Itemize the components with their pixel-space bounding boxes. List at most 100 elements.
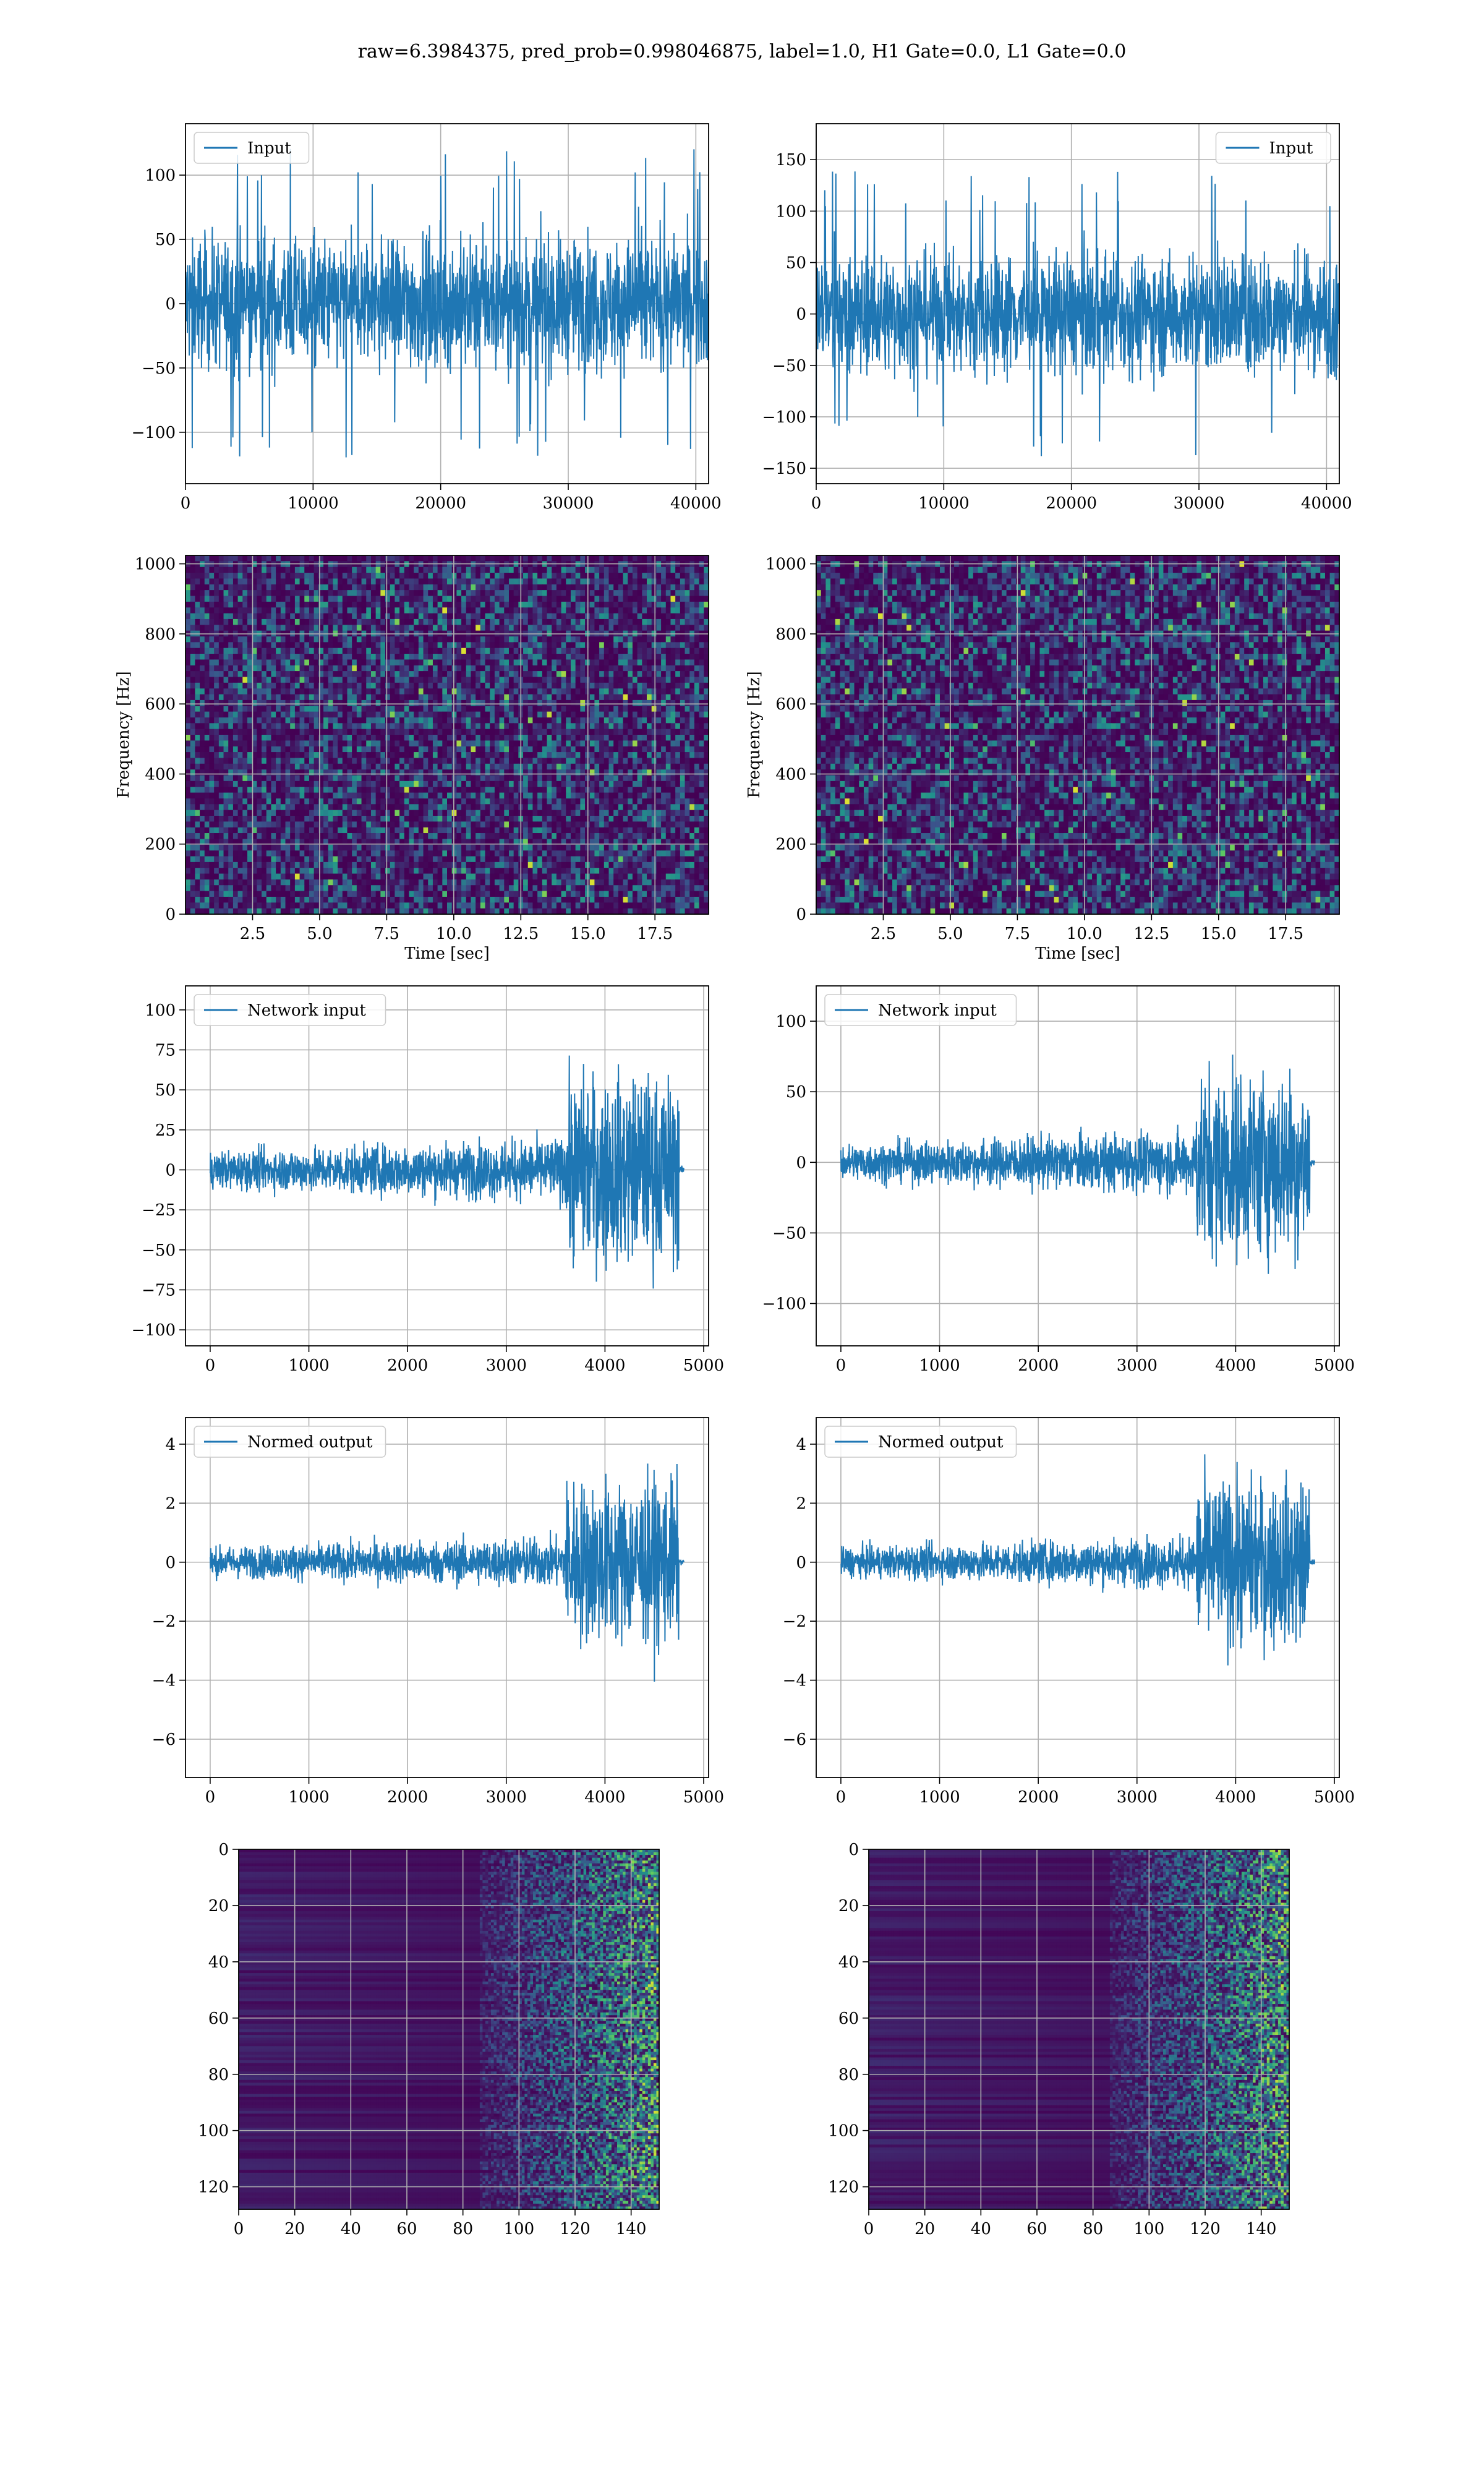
heatmap-cell [333,717,338,724]
heatmap-cell [237,735,243,741]
heatmap-cell [547,723,552,730]
heatmap-cell [656,746,662,753]
heatmap-cell [271,625,276,631]
heatmap-cell [647,590,652,597]
heatmap-cell [608,613,614,620]
heatmap-cell [285,688,291,695]
heatmap-cell [527,694,534,701]
heatmap-cell [218,567,224,573]
heatmap-cell [466,659,472,666]
heatmap-cell [304,758,310,764]
heatmap-cell [228,590,234,597]
heatmap-cell [323,648,329,654]
heatmap-cell [366,792,372,799]
heatmap-cell [570,711,576,718]
heatmap-cell [684,723,690,730]
heatmap-cell [642,596,647,602]
heatmap-cell [276,659,281,666]
heatmap-cell [542,735,548,741]
heatmap-cell [623,763,628,770]
heatmap-cell [409,706,414,713]
heatmap-cell [204,746,210,753]
heatmap-cell [347,804,352,811]
heatmap-cell [318,682,324,689]
heatmap-cell [318,735,324,741]
heatmap-cell [232,723,239,730]
heatmap-cell [294,792,301,799]
heatmap-cell [276,763,281,770]
heatmap-cell [699,792,704,799]
heatmap-cell [532,642,538,649]
heatmap-cell [537,613,543,620]
heatmap-cell [689,694,695,701]
heatmap-cell [299,555,305,562]
heatmap-cell [190,769,195,776]
heatmap-cell [594,567,600,573]
heatmap-cell [242,792,248,799]
heatmap-cell [195,717,200,724]
heatmap-cell [418,694,424,701]
heatmap-cell [656,596,662,602]
heatmap-cell [618,787,624,794]
heatmap-cell [651,607,657,614]
heatmap-cell [361,700,367,706]
heatmap-cell [200,607,205,614]
heatmap-cell [451,665,457,672]
heatmap-cell [432,613,438,620]
heatmap-cell [437,740,443,747]
heatmap-cell [523,625,529,631]
heatmap-cell [575,804,581,811]
heatmap-cell [537,781,543,787]
heatmap-cell [651,706,657,713]
heatmap-cell [561,775,566,782]
heatmap-cell [214,601,220,608]
heatmap-cell [537,555,543,562]
heatmap-cell [475,758,481,764]
heatmap-cell [280,798,286,805]
heatmap-cell [370,613,377,620]
heatmap-cell [566,584,571,591]
heatmap-cell [366,642,372,649]
heatmap-cell [618,804,624,811]
heatmap-cell [651,671,657,678]
heatmap-cell [204,625,210,631]
heatmap-cell [651,578,657,585]
heatmap-cell [347,567,352,573]
heatmap-cell [428,787,433,794]
heatmap-cell [409,618,414,625]
heatmap-cell [352,735,357,741]
heatmap-cell [271,781,276,787]
heatmap-cell [494,654,500,660]
heatmap-cell [309,584,315,591]
heatmap-cell [451,723,457,730]
heatmap-cell [409,682,414,689]
heatmap-cell [603,596,610,602]
heatmap-cell [294,555,301,562]
heatmap-cell [490,752,495,759]
heatmap-cell [566,798,571,805]
heatmap-cell [442,717,448,724]
heatmap-cell [418,677,424,683]
heatmap-cell [665,775,672,782]
heatmap-cell [537,567,543,573]
heatmap-cell [680,804,686,811]
heatmap-cell [338,723,343,730]
heatmap-cell [356,798,362,805]
heatmap-cell [318,567,324,573]
heatmap-cell [575,752,581,759]
heatmap-cell [204,573,210,580]
heatmap-cell [504,607,510,614]
heatmap-cell [642,613,647,620]
heatmap-cell [299,769,305,776]
heatmap-cell [352,740,357,747]
heatmap-cell [532,677,538,683]
heatmap-cell [290,798,296,805]
heatmap-cell [589,573,595,580]
heatmap-cell [257,567,262,573]
heatmap-cell [338,636,343,643]
heatmap-cell [485,654,490,660]
heatmap-cell [556,688,562,695]
heatmap-cell [632,642,638,649]
heatmap-cell [366,567,372,573]
heatmap-cell [447,706,453,713]
